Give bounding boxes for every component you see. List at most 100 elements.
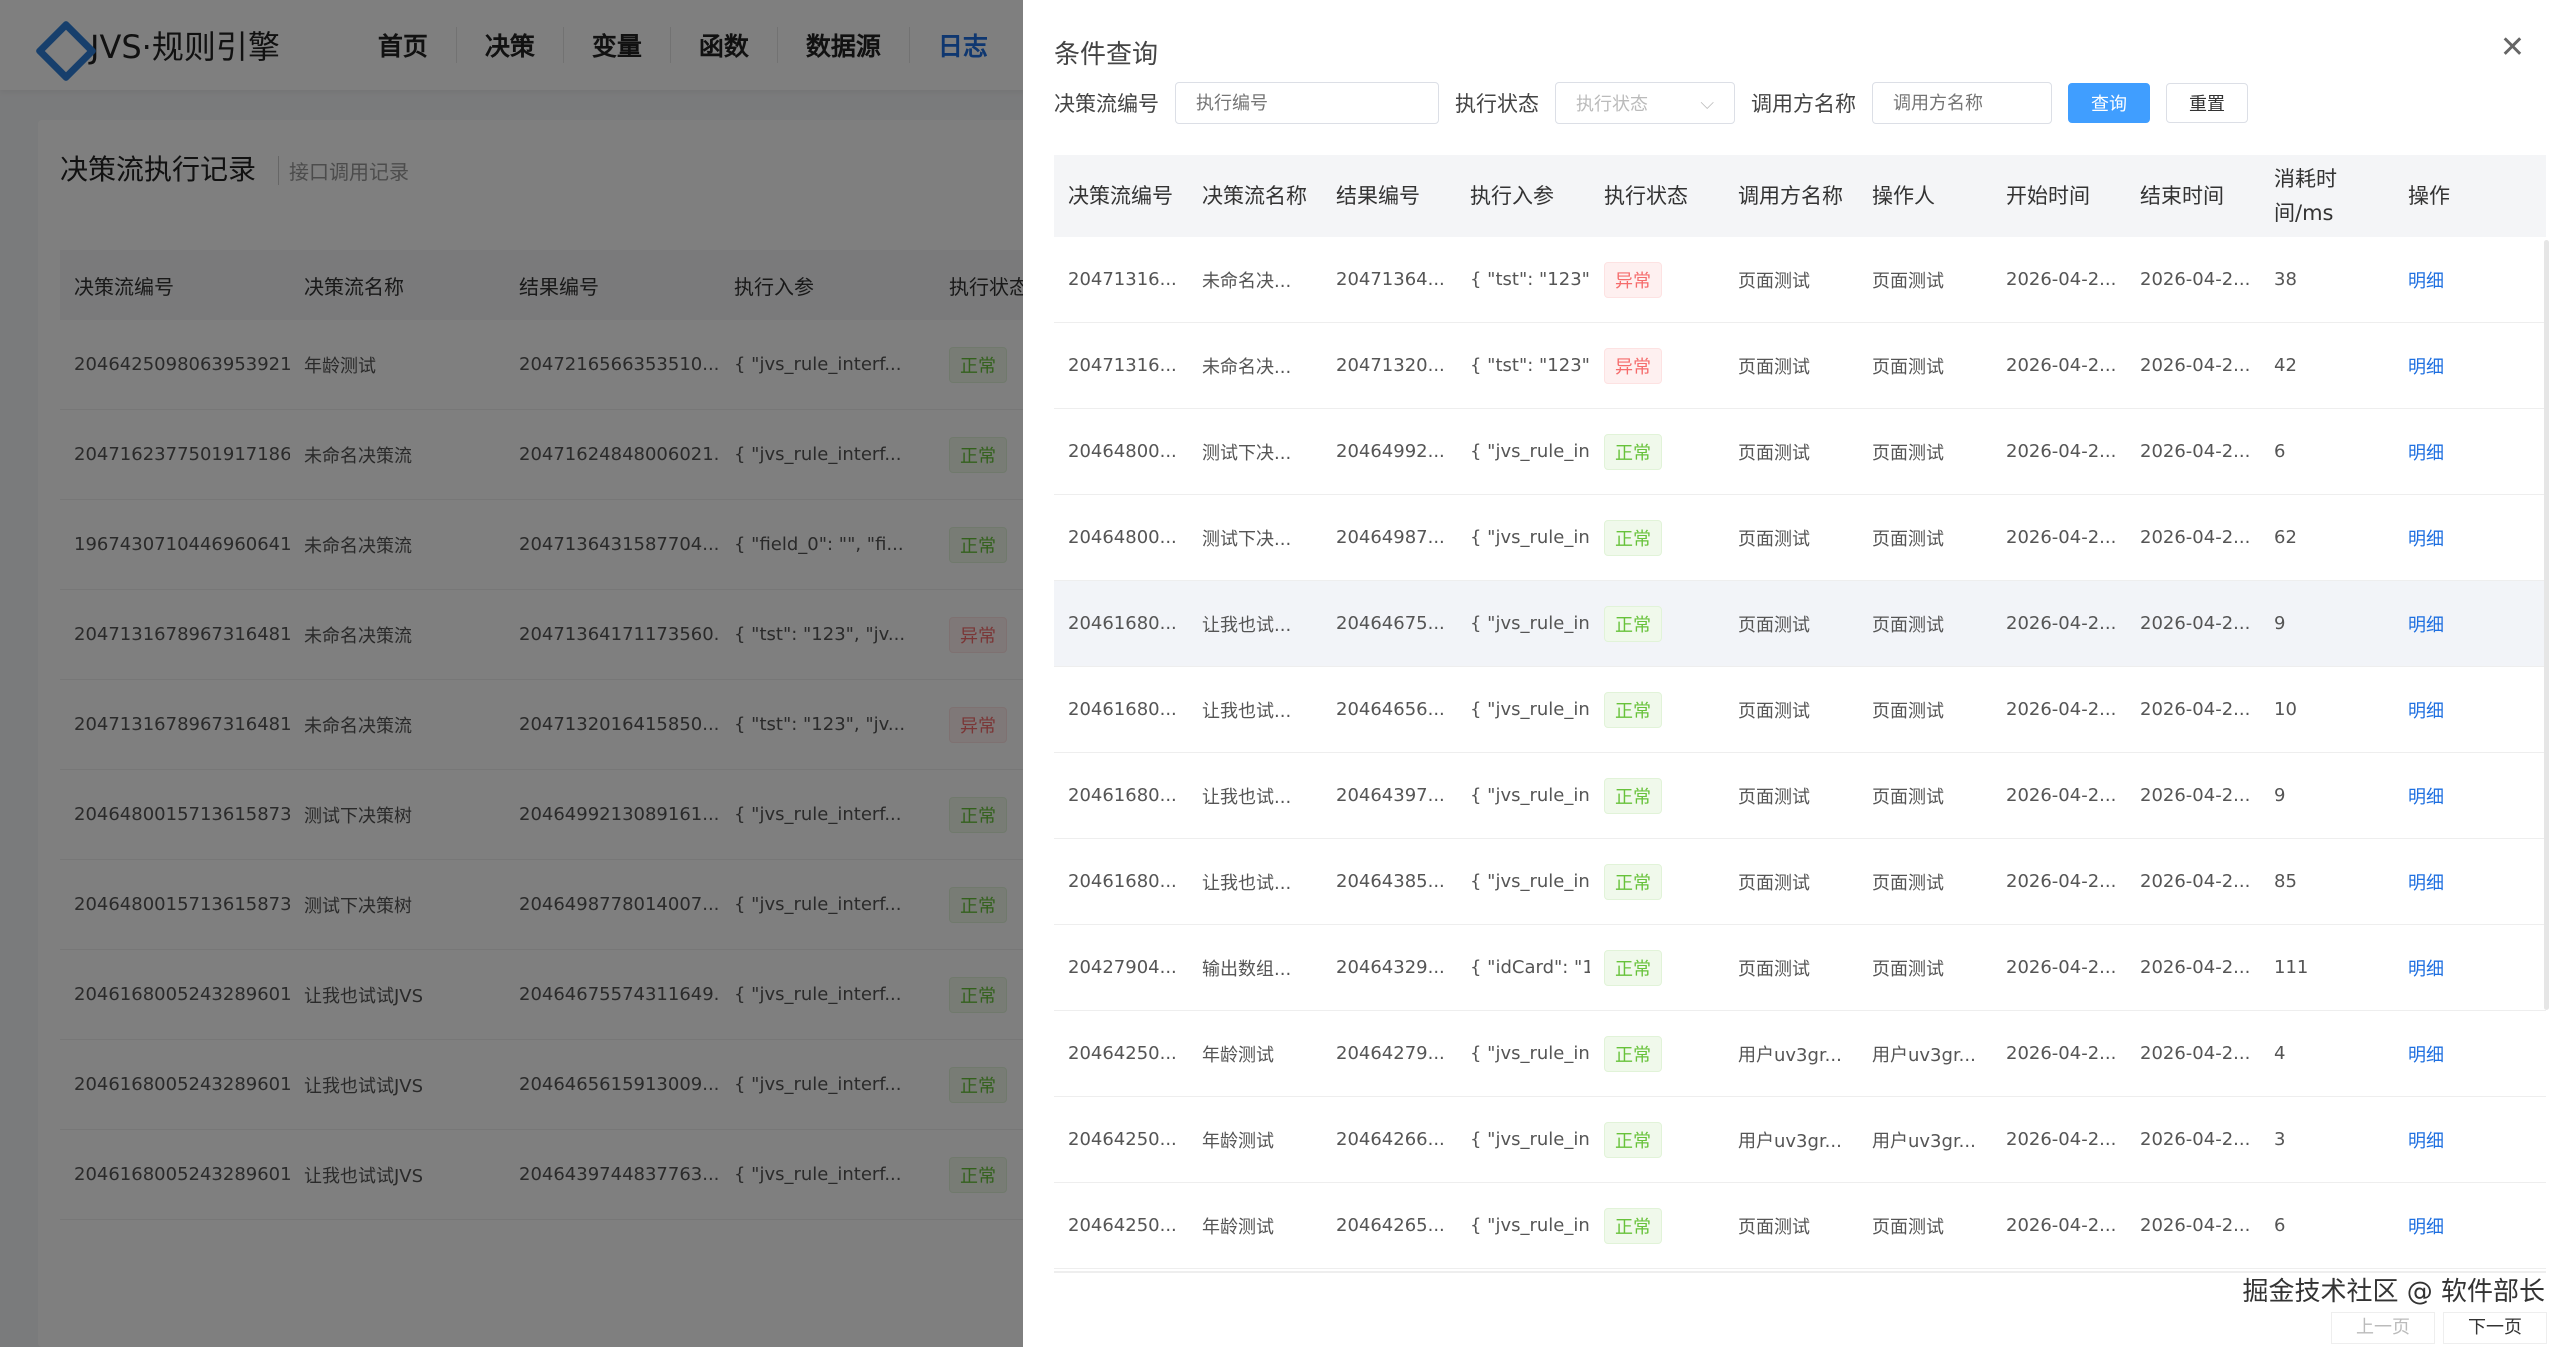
table-cell: 页面测试 — [1872, 1216, 1944, 1238]
table-cell: 明细 — [2394, 783, 2528, 809]
table-cell: 让我也试... — [1202, 614, 1292, 636]
detail-link[interactable]: 明细 — [2408, 356, 2444, 378]
table-cell: 2026-04-2... — [2006, 1043, 2117, 1064]
table-cell: { "tst": "123", "j — [1470, 355, 1590, 376]
table-cell: 2026-04-2... — [2140, 1129, 2251, 1150]
status-label: 执行状态 — [1455, 92, 1539, 116]
table-row[interactable]: 20464250... 年龄测试 20464266... { "jvs_rule_in… — [1054, 1097, 2546, 1183]
detail-link[interactable]: 明细 — [2408, 442, 2444, 464]
table-cell: 9 — [2274, 613, 2286, 634]
status-select-placeholder: 执行状态 — [1576, 94, 1648, 115]
table-cell: 9 — [2274, 785, 2286, 806]
table-row[interactable]: 20471316... 未命名决... 20471364... { "tst": "1… — [1054, 237, 2546, 323]
table-cell: 明细 — [2394, 1127, 2528, 1153]
table-cell: 2026-04-2... — [2140, 957, 2251, 978]
table-cell: 2026-04-2... — [2140, 269, 2251, 290]
table-cell: 明细 — [2394, 525, 2528, 551]
next-page-button[interactable]: 下一页 — [2443, 1312, 2547, 1344]
watermark: 掘金技术社区 @ 软件部长 — [2242, 1277, 2545, 1307]
table-cell: { "tst": "123", "j — [1470, 269, 1590, 290]
table-cell: 2026-04-2... — [2006, 957, 2117, 978]
table-cell: 年龄测试 — [1202, 1044, 1274, 1066]
table-cell: 2026-04-2... — [2140, 527, 2251, 548]
table-cell: 42 — [2274, 355, 2297, 376]
status-badge: 异常 — [1604, 261, 1662, 298]
table-cell: 用户uv3gr... — [1872, 1044, 1976, 1066]
flow-no-input[interactable] — [1175, 82, 1439, 124]
table-cell: 让我也试... — [1202, 786, 1292, 808]
table-cell: 页面测试 — [1872, 700, 1944, 722]
detail-link[interactable]: 明细 — [2408, 786, 2444, 808]
prev-page-button[interactable]: 上一页 — [2331, 1312, 2435, 1344]
table-cell: 2026-04-2... — [2006, 785, 2117, 806]
table-cell: 明细 — [2394, 955, 2528, 981]
reset-button[interactable]: 重置 — [2166, 83, 2248, 123]
table-cell: 页面测试 — [1738, 700, 1810, 722]
table-cell: 2026-04-2... — [2006, 527, 2117, 548]
caller-label: 调用方名称 — [1751, 92, 1856, 116]
table-cell: 20471320... — [1336, 355, 1445, 376]
table-row[interactable]: 20461680... 让我也试... 20464656... { "jvs_rule… — [1054, 667, 2546, 753]
table-cell: 20464656... — [1336, 699, 1445, 720]
table-row[interactable]: 20471316... 未命名决... 20471320... { "tst": "1… — [1054, 323, 2546, 409]
flow-no-label: 决策流编号 — [1054, 92, 1159, 116]
table-cell: 正常 — [1590, 777, 1724, 814]
detail-link[interactable]: 明细 — [2408, 270, 2444, 292]
table-cell: 正常 — [1590, 1035, 1724, 1072]
table-row[interactable]: 20461680... 让我也试... 20464385... { "jvs_rule… — [1054, 839, 2546, 925]
table-cell: 2026-04-2... — [2006, 441, 2117, 462]
table-scrollbar[interactable] — [2544, 240, 2549, 1010]
detail-link[interactable]: 明细 — [2408, 700, 2444, 722]
detail-link[interactable]: 明细 — [2408, 528, 2444, 550]
status-badge: 正常 — [1604, 777, 1662, 814]
column-header: 执行入参 — [1470, 184, 1554, 208]
drawer-title: 条件查询 — [1054, 40, 1159, 70]
table-cell: 正常 — [1590, 863, 1724, 900]
status-badge: 正常 — [1604, 433, 1662, 470]
table-cell: 页面测试 — [1738, 1216, 1810, 1238]
detail-link[interactable]: 明细 — [2408, 614, 2444, 636]
table-row[interactable]: 20464250... 年龄测试 20464279... { "jvs_rule_in… — [1054, 1011, 2546, 1097]
table-cell: 2026-04-2... — [2006, 355, 2117, 376]
table-cell: 明细 — [2394, 439, 2528, 465]
table-cell: 4 — [2274, 1043, 2286, 1064]
table-cell: { "jvs_rule_inte — [1470, 1043, 1590, 1064]
table-cell: 正常 — [1590, 519, 1724, 556]
table-cell: 明细 — [2394, 267, 2528, 293]
table-cell: 异常 — [1590, 261, 1724, 298]
caller-input[interactable] — [1872, 82, 2052, 124]
column-header: 操作 — [2408, 184, 2450, 208]
table-cell: 38 — [2274, 269, 2297, 290]
table-cell: { "jvs_rule_inte — [1470, 871, 1590, 892]
close-icon[interactable]: ✕ — [2499, 30, 2525, 65]
table-row[interactable]: 20464800... 测试下决... 20464987... { "jvs_rule… — [1054, 495, 2546, 581]
table-cell: 让我也试... — [1202, 700, 1292, 722]
filter-bar: 决策流编号 执行状态 执行状态 ⌵ 调用方名称 查询 重置 — [1054, 82, 2248, 124]
table-cell: 明细 — [2394, 353, 2528, 379]
column-header: 操作人 — [1872, 184, 1935, 208]
table-cell: { "jvs_rule_inte — [1470, 1215, 1590, 1236]
detail-link[interactable]: 明细 — [2408, 872, 2444, 894]
table-cell: 20464265... — [1336, 1215, 1445, 1236]
table-cell: 明细 — [2394, 611, 2528, 637]
status-select[interactable]: 执行状态 ⌵ — [1555, 82, 1735, 124]
status-badge: 正常 — [1604, 949, 1662, 986]
detail-link[interactable]: 明细 — [2408, 1130, 2444, 1152]
table-cell: 未命名决... — [1202, 356, 1292, 378]
detail-link[interactable]: 明细 — [2408, 958, 2444, 980]
table-row[interactable]: 20427904... 输出数组... 20464329... { "idCard":… — [1054, 925, 2546, 1011]
query-button[interactable]: 查询 — [2068, 83, 2150, 123]
detail-link[interactable]: 明细 — [2408, 1044, 2444, 1066]
table-row[interactable]: 20461680... 让我也试... 20464675... { "jvs_rule… — [1054, 581, 2546, 667]
table-row[interactable]: 20464250... 年龄测试 20464265... { "jvs_rule_in… — [1054, 1183, 2546, 1269]
table-cell: 20464250... — [1068, 1043, 1177, 1064]
table-cell: 页面测试 — [1872, 356, 1944, 378]
detail-link[interactable]: 明细 — [2408, 1216, 2444, 1238]
table-cell: 20464987... — [1336, 527, 1445, 548]
table-cell: { "idCard": "123 — [1470, 957, 1590, 978]
drawer-table: 决策流编号 决策流名称 结果编号 执行入参 执行状态 调用方名称 操作人 开始时间 结束时间 消耗… — [1054, 155, 2546, 1273]
table-cell: 2026-04-2... — [2140, 699, 2251, 720]
table-row[interactable]: 20461680... 让我也试... 20464397... { "jvs_rule… — [1054, 753, 2546, 839]
table-cell: 页面测试 — [1738, 786, 1810, 808]
table-row[interactable]: 20464800... 测试下决... 20464992... { "jvs_rule… — [1054, 409, 2546, 495]
